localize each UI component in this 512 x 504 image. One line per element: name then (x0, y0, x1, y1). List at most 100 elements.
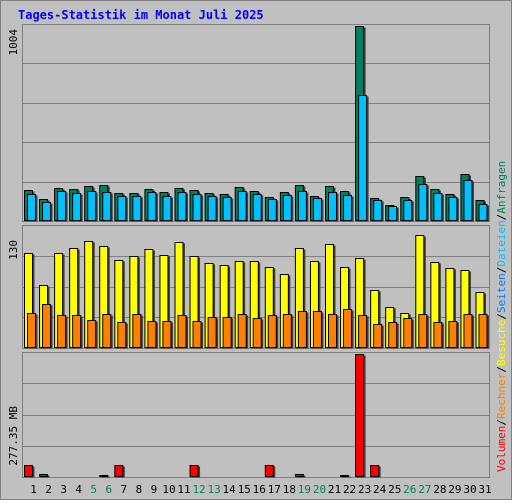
bar-rechner-day-12 (192, 321, 202, 348)
x-tick-label: 10 (162, 483, 175, 496)
bar-rechner-day-18 (282, 314, 292, 348)
x-tick-label: 2 (45, 483, 52, 496)
bar-dateien-day-21 (328, 192, 337, 221)
x-tick-label: 14 (223, 483, 237, 496)
x-tick-label: 15 (238, 483, 251, 496)
bar-dateien-day-25 (388, 206, 398, 221)
legend-seiten: Seiten (495, 273, 508, 313)
bar-dateien-day-1 (27, 194, 36, 221)
bar-rechner-day-1 (27, 313, 36, 348)
bar-rechner-day-19 (297, 311, 307, 348)
x-tick-label: 11 (177, 483, 190, 496)
legend-separator: / (495, 267, 508, 274)
x-tick-label: 8 (136, 483, 143, 496)
legend-besuche: Besuche (495, 320, 508, 366)
x-tick-label: 24 (373, 483, 387, 496)
bar-dateien-day-3 (57, 191, 67, 221)
right-legend: Volumen/Rechner/Besuche/Seiten/Dateien/A… (495, 161, 508, 472)
bar-dateien-day-6 (102, 192, 112, 221)
bar-dateien-day-5 (87, 191, 97, 221)
bar-rechner-day-8 (132, 314, 142, 348)
bar-rechner-day-9 (147, 321, 157, 348)
bar-dateien-day-22 (343, 195, 353, 221)
bar-rechner-day-10 (162, 321, 172, 348)
panel-bottom: 277.35 MB (7, 352, 490, 478)
x-tick-label: 20 (313, 483, 326, 496)
bar-dateien-day-18 (282, 195, 292, 221)
chart-panels: 1004 130 277.35 MB (7, 24, 490, 478)
bar-volumen-day-24 (370, 465, 380, 477)
bar-rechner-day-11 (177, 315, 187, 348)
bar-volumen-day-17 (264, 465, 274, 477)
bar-volumen-day-7 (114, 465, 124, 477)
bar-dateien-day-10 (162, 196, 172, 221)
x-tick-label: 1 (30, 483, 37, 496)
bar-dateien-day-9 (147, 192, 157, 221)
x-tick-label: 29 (448, 483, 461, 496)
x-tick-label: 16 (253, 483, 266, 496)
x-tick-label: 27 (418, 483, 431, 496)
bar-rechner-day-31 (478, 314, 488, 348)
bar-dateien-day-23 (358, 95, 368, 221)
bar-dateien-day-29 (448, 197, 458, 221)
bar-dateien-day-24 (373, 200, 383, 221)
bar-rechner-day-21 (328, 314, 337, 348)
bar-rechner-day-26 (403, 318, 413, 348)
x-tick-label: 17 (268, 483, 281, 496)
x-tick-label: 19 (298, 483, 311, 496)
legend-rechner: Rechner (495, 372, 508, 419)
bar-dateien-day-16 (252, 194, 262, 221)
bar-rechner-day-22 (343, 309, 353, 348)
bar-rechner-day-24 (373, 324, 383, 348)
bar-rechner-day-5 (87, 320, 97, 348)
x-tick-label: 12 (192, 483, 205, 496)
x-axis-labels: 1 2 3 4 5 6 7 8 9 10 11 12 13 14 15 16 17 18 19 20 21 22 23 24 2… (30, 483, 491, 496)
bar-volumen-day-19 (294, 474, 304, 477)
bar-rechner-day-17 (267, 315, 277, 348)
bar-rechner-day-30 (463, 314, 473, 348)
panel-top: 1004 (7, 24, 490, 222)
bar-rechner-day-29 (448, 321, 458, 348)
bar-dateien-day-7 (117, 196, 127, 221)
x-tick-label: 28 (433, 483, 446, 496)
bar-dateien-day-26 (403, 200, 413, 221)
x-tick-label: 31 (478, 483, 491, 496)
bar-rechner-day-28 (433, 322, 443, 348)
bar-rechner-day-6 (102, 314, 112, 348)
bar-dateien-day-8 (132, 196, 142, 221)
chart-title: Tages-Statistik im Monat Juli 2025 (18, 8, 264, 22)
panel-middle: 130 (7, 225, 490, 349)
bar-dateien-day-4 (72, 193, 82, 221)
x-tick-label: 26 (403, 483, 416, 496)
bar-rechner-day-4 (72, 315, 82, 348)
bar-rechner-day-23 (358, 315, 368, 348)
x-tick-label: 5 (90, 483, 97, 496)
bar-dateien-day-2 (42, 202, 52, 221)
bar-volumen-day-23 (355, 354, 365, 477)
bar-dateien-day-17 (267, 199, 277, 221)
bar-rechner-day-27 (418, 314, 428, 348)
y-max-label: 130 (7, 240, 20, 260)
bar-rechner-day-15 (237, 314, 247, 348)
x-tick-label: 7 (121, 483, 128, 496)
legend-dateien: Dateien (495, 220, 508, 266)
bar-rechner-day-14 (222, 317, 232, 348)
x-tick-label: 30 (463, 483, 476, 496)
bar-rechner-day-13 (207, 317, 217, 348)
legend-separator: / (495, 313, 508, 320)
bar-rechner-day-25 (388, 322, 398, 348)
x-tick-label: 9 (151, 483, 158, 496)
bar-dateien-day-11 (177, 192, 187, 221)
bar-volumen-day-12 (189, 465, 199, 477)
bar-volumen-day-1 (24, 465, 33, 477)
legend-separator: / (495, 419, 508, 426)
bar-volumen-day-2 (39, 474, 49, 477)
bar-volumen-day-6 (99, 475, 109, 477)
y-max-label: 1004 (7, 29, 20, 56)
x-tick-label: 4 (75, 483, 82, 496)
legend-separator: / (495, 366, 508, 373)
x-tick-label: 25 (388, 483, 401, 496)
bar-dateien-day-13 (207, 196, 217, 221)
x-tick-label: 3 (60, 483, 67, 496)
